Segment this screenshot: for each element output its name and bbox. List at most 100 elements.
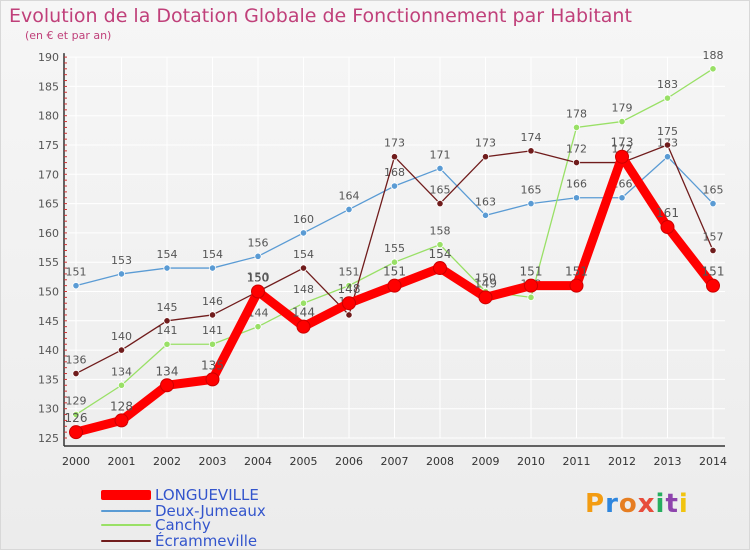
x-tick-label: 2009 bbox=[472, 455, 500, 468]
data-point-ecrammeville bbox=[527, 147, 535, 155]
data-point-canchy bbox=[208, 340, 217, 348]
data-label-longueville: 135 bbox=[201, 358, 224, 372]
legend-item-longueville: LONGUEVILLE bbox=[101, 487, 259, 503]
data-point-longueville bbox=[615, 149, 629, 164]
data-label-longueville: 148 bbox=[338, 282, 361, 296]
data-label-longueville: 154 bbox=[429, 247, 452, 261]
data-point-ecrammeville bbox=[709, 246, 717, 255]
data-point-longueville bbox=[205, 372, 220, 387]
legend-item-ecrammeville: Écrammeville bbox=[101, 533, 257, 549]
x-tick-label: 2002 bbox=[153, 455, 181, 468]
x-tick-label: 2006 bbox=[335, 455, 363, 468]
logo-letter: r bbox=[605, 489, 619, 519]
legend-label-longueville: LONGUEVILLE bbox=[155, 486, 259, 504]
data-point-longueville bbox=[387, 278, 402, 293]
data-label-deux-jumeaux: 165 bbox=[521, 184, 542, 197]
y-tick-label: 130 bbox=[38, 403, 59, 416]
data-point-canchy bbox=[436, 241, 444, 249]
x-tick-label: 2008 bbox=[426, 455, 454, 468]
data-point-canchy bbox=[572, 123, 581, 132]
data-point-canchy bbox=[254, 323, 262, 331]
data-point-longueville bbox=[160, 378, 174, 393]
data-point-deux-jumeaux bbox=[481, 211, 490, 219]
data-point-ecrammeville bbox=[572, 158, 581, 167]
data-label-longueville: 150 bbox=[247, 271, 270, 285]
data-point-deux-jumeaux bbox=[299, 229, 308, 237]
data-label-ecrammeville: 146 bbox=[202, 295, 223, 308]
logo-letter: o bbox=[618, 489, 638, 519]
data-label-canchy: 141 bbox=[202, 324, 223, 337]
data-label-canchy: 148 bbox=[293, 283, 314, 296]
data-label-ecrammeville: 140 bbox=[111, 330, 132, 343]
data-point-ecrammeville bbox=[299, 264, 308, 272]
data-label-deux-jumeaux: 154 bbox=[202, 248, 223, 261]
data-label-ecrammeville: 175 bbox=[657, 125, 678, 138]
data-label-deux-jumeaux: 156 bbox=[248, 236, 269, 249]
data-label-ecrammeville: 154 bbox=[293, 248, 314, 261]
data-label-deux-jumeaux: 160 bbox=[293, 213, 314, 226]
data-point-ecrammeville bbox=[208, 311, 217, 319]
logo-letter: t bbox=[665, 489, 679, 519]
chart-subtitle: (en € et par an) bbox=[25, 29, 112, 42]
data-label-ecrammeville: 173 bbox=[384, 137, 405, 150]
data-point-ecrammeville bbox=[72, 369, 80, 378]
y-tick-label: 155 bbox=[38, 256, 59, 269]
data-point-longueville bbox=[296, 319, 311, 334]
data-label-longueville: 144 bbox=[292, 306, 315, 320]
data-label-ecrammeville: 150 bbox=[248, 272, 269, 285]
data-label-longueville: 151 bbox=[383, 265, 406, 279]
data-label-longueville: 134 bbox=[156, 364, 179, 378]
data-point-deux-jumeaux bbox=[436, 164, 444, 173]
y-tick-label: 140 bbox=[38, 344, 59, 357]
data-label-longueville: 151 bbox=[520, 265, 543, 279]
x-tick-label: 2013 bbox=[654, 455, 682, 468]
proxiti-logo: Proxiti bbox=[585, 489, 689, 519]
data-label-canchy: 141 bbox=[157, 324, 178, 337]
data-label-longueville: 161 bbox=[656, 206, 679, 220]
data-point-ecrammeville bbox=[436, 200, 444, 208]
data-label-longueville: 151 bbox=[702, 265, 725, 279]
x-tick-label: 2010 bbox=[517, 455, 545, 468]
data-label-canchy: 183 bbox=[657, 78, 678, 91]
data-point-canchy bbox=[299, 299, 308, 307]
data-label-canchy: 155 bbox=[384, 242, 405, 255]
x-tick-label: 2011 bbox=[563, 455, 591, 468]
logo-letter: i bbox=[655, 489, 666, 519]
data-point-deux-jumeaux bbox=[254, 252, 262, 260]
y-tick-label: 185 bbox=[38, 80, 59, 93]
data-point-longueville bbox=[660, 220, 675, 235]
data-label-deux-jumeaux: 164 bbox=[339, 189, 360, 202]
data-label-ecrammeville: 136 bbox=[66, 354, 87, 367]
data-label-deux-jumeaux: 154 bbox=[157, 248, 178, 261]
data-point-longueville bbox=[251, 284, 265, 299]
data-point-ecrammeville bbox=[390, 153, 399, 161]
y-tick-label: 170 bbox=[38, 168, 59, 181]
data-label-ecrammeville: 145 bbox=[157, 301, 178, 314]
legend-label-ecrammeville: Écrammeville bbox=[155, 532, 258, 550]
data-label-deux-jumeaux: 163 bbox=[475, 195, 496, 208]
data-point-deux-jumeaux bbox=[709, 200, 717, 208]
x-tick-label: 2001 bbox=[108, 455, 136, 468]
y-tick-label: 175 bbox=[38, 139, 59, 152]
data-point-canchy bbox=[663, 94, 672, 102]
data-point-canchy bbox=[618, 117, 626, 126]
x-tick-label: 2012 bbox=[608, 455, 636, 468]
data-point-deux-jumeaux bbox=[208, 264, 217, 272]
legend-swatch-deux-jumeaux bbox=[101, 510, 151, 512]
data-label-deux-jumeaux: 166 bbox=[566, 178, 587, 191]
chart-title: Evolution de la Dotation Globale de Fonc… bbox=[9, 5, 632, 27]
data-point-longueville bbox=[569, 278, 584, 293]
data-label-deux-jumeaux: 168 bbox=[384, 166, 405, 179]
legend-swatch-longueville bbox=[101, 490, 151, 500]
data-label-canchy: 150 bbox=[475, 272, 496, 285]
data-point-canchy bbox=[72, 410, 80, 419]
data-point-ecrammeville bbox=[481, 153, 490, 161]
data-label-canchy: 158 bbox=[430, 225, 451, 238]
data-label-ecrammeville: 157 bbox=[703, 230, 724, 243]
data-point-deux-jumeaux bbox=[390, 182, 399, 190]
x-tick-label: 2005 bbox=[290, 455, 318, 468]
data-point-canchy bbox=[527, 293, 535, 301]
legend-item-deux-jumeaux: Deux-Jumeaux bbox=[101, 503, 266, 519]
